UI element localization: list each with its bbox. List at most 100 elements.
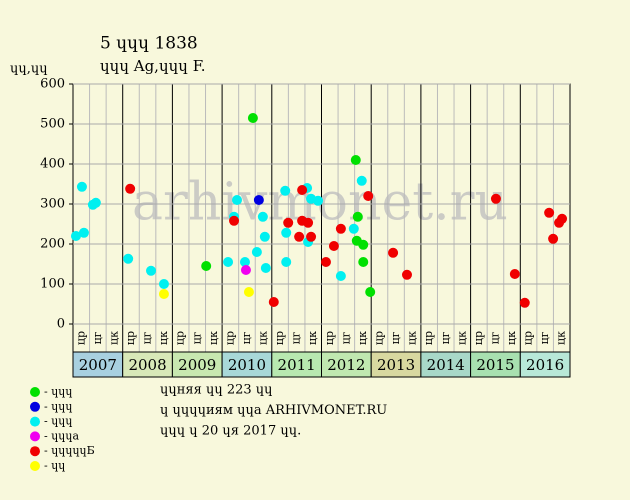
legend-marker [30, 431, 40, 442]
sub-label: цк [107, 331, 120, 345]
point [232, 195, 243, 205]
point [281, 227, 292, 238]
year-cell [420, 351, 472, 378]
sub-label: цк [207, 331, 220, 345]
year-label: 2016 [526, 356, 564, 374]
point [294, 231, 305, 242]
point [70, 231, 81, 241]
year-label: 2010 [228, 356, 266, 374]
year-cell [72, 351, 124, 378]
sub-label: цк [356, 331, 369, 345]
point [320, 257, 331, 267]
sub-label: цк [555, 331, 568, 345]
sub-label: цк [406, 331, 419, 345]
legend-label: - ɥɥɥ [44, 385, 72, 398]
sub-label: цр [422, 331, 435, 345]
point [229, 215, 240, 226]
sub-label: цк [306, 331, 319, 345]
sub-label: цк [157, 331, 170, 345]
sub-label: цр [522, 331, 535, 345]
note: ɥɥɥ ɥ 20 ɥя 2017 ɥɥ. [160, 424, 301, 439]
point [146, 265, 157, 276]
sub-label: цг [141, 331, 154, 344]
note: ɥɥняя ɥɥ 223 ɥɥ [160, 383, 273, 398]
point [76, 181, 87, 192]
point [365, 287, 376, 297]
sub-label: цк [455, 331, 468, 345]
legend-label: - ɥɥɥ [44, 415, 72, 428]
point [335, 223, 346, 234]
point [519, 297, 530, 308]
point [509, 269, 520, 279]
point [335, 271, 346, 281]
legend-label: - ɥɥɥa [44, 429, 79, 442]
y-axis-label: ɥɥ,ɥɥ [10, 62, 48, 77]
point [253, 195, 264, 205]
sub-label: цг [339, 331, 352, 344]
legend-marker [30, 446, 40, 457]
point [257, 211, 268, 222]
sub-label: цк [505, 331, 518, 345]
year-cell [271, 351, 322, 378]
point [283, 217, 294, 228]
point [557, 213, 568, 224]
year-label: 2011 [278, 356, 316, 374]
chart-title: 5 ɥɥɥ 1838 [100, 34, 198, 54]
point [281, 257, 292, 267]
y-tick-label: 300 [40, 197, 65, 212]
sub-label: цг [91, 331, 104, 344]
sub-label: цр [273, 331, 286, 345]
point [401, 269, 412, 280]
sub-label: цр [74, 331, 87, 345]
year-label: 2008 [128, 356, 166, 374]
point [358, 239, 369, 250]
point [90, 197, 101, 208]
point [358, 257, 369, 267]
point [243, 287, 254, 297]
point [201, 261, 212, 271]
point [303, 217, 314, 228]
sub-label: цг [439, 331, 452, 344]
point [490, 193, 501, 204]
point [306, 231, 317, 242]
chart-subtitle: ɥɥɥ Ag,ɥɥɥ F. [100, 57, 206, 75]
sub-label: цг [538, 331, 551, 344]
year-cell [519, 351, 571, 378]
sub-label: цр [124, 331, 137, 345]
point [78, 227, 89, 238]
point [297, 185, 308, 195]
point [158, 279, 169, 289]
sub-label: цр [372, 331, 385, 345]
point [259, 231, 270, 242]
point [268, 297, 279, 307]
point [313, 195, 324, 206]
point [328, 241, 339, 251]
year-cell [470, 351, 521, 378]
point [548, 233, 559, 244]
year-label: 2015 [476, 356, 514, 374]
point [544, 207, 555, 218]
y-tick-label: 100 [40, 277, 65, 292]
point [352, 211, 363, 222]
year-label: 2014 [427, 356, 465, 374]
legend-label: - ɥɥ [44, 459, 65, 472]
sub-label: цр [223, 331, 236, 345]
point [348, 223, 359, 234]
year-label: 2007 [79, 356, 117, 374]
sub-label: цг [240, 331, 253, 344]
y-tick-label: 200 [40, 237, 65, 252]
y-tick-label: 600 [40, 77, 65, 92]
sub-label: цг [389, 331, 402, 344]
legend-marker [30, 461, 40, 471]
point [239, 257, 250, 267]
sub-label: цр [472, 331, 485, 345]
point [356, 175, 367, 186]
y-tick-label: 500 [40, 117, 65, 132]
sub-label: цк [257, 331, 270, 345]
point [260, 263, 271, 273]
sub-label: цг [190, 331, 203, 344]
point [158, 289, 169, 299]
sub-label: цг [290, 331, 303, 344]
note: ɥ ɥɥɥɥиям ɥɥа ARHIVMONET.RU [160, 403, 387, 418]
